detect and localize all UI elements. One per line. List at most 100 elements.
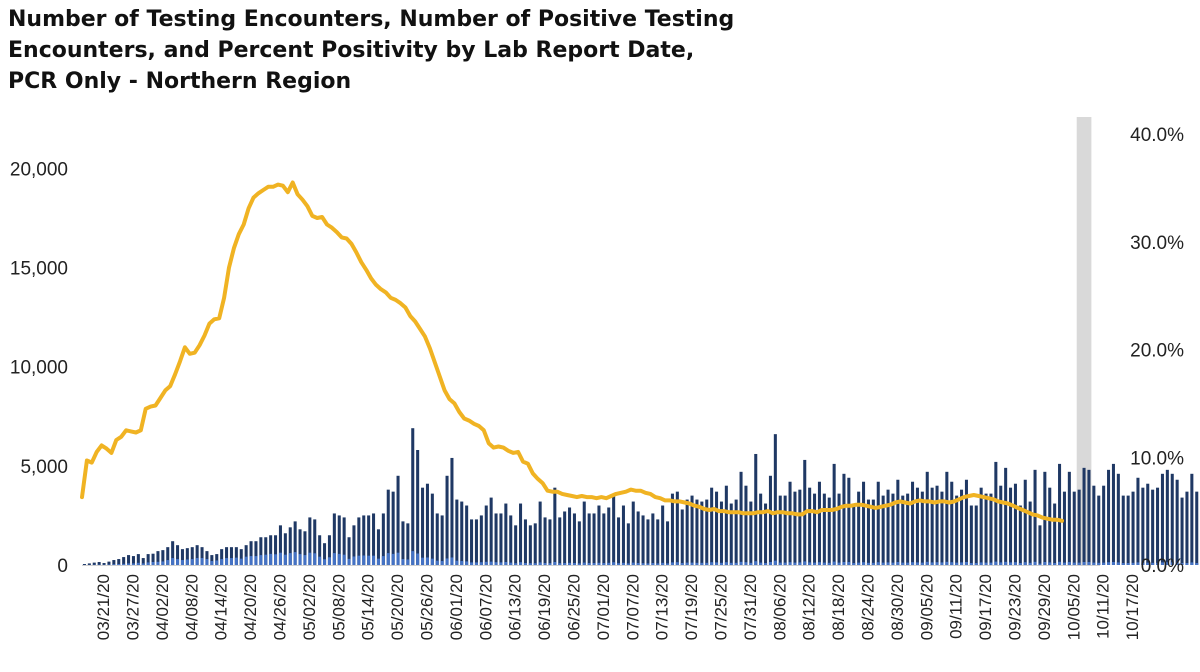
total-bar (1018, 505, 1022, 565)
positive-bar (264, 554, 268, 565)
positive-bar (675, 562, 679, 565)
positive-bar (401, 559, 405, 565)
positive-bar (543, 563, 547, 565)
positive-bar (621, 562, 625, 565)
total-bar (950, 481, 954, 565)
total-bar (626, 523, 630, 565)
positive-bar (229, 558, 233, 565)
total-bar (670, 493, 674, 565)
positive-bar (994, 561, 998, 565)
positive-bar (764, 563, 768, 565)
x-axis-tick-label: 07/07/20 (623, 574, 642, 640)
total-bar (685, 499, 689, 565)
positive-bar (1111, 562, 1115, 565)
right-axis-tick-label: 0.0% (1141, 556, 1184, 577)
positive-bar (127, 563, 131, 565)
left-axis-tick-label: 5,000 (20, 457, 68, 478)
positive-bar (680, 563, 684, 565)
positive-bar (607, 562, 611, 565)
total-bar (1121, 495, 1125, 565)
positive-bar (1053, 563, 1057, 565)
total-bar (102, 563, 106, 565)
total-bar (171, 541, 175, 565)
total-bar (641, 515, 645, 565)
positive-bar (1072, 562, 1076, 565)
total-bar (205, 551, 209, 565)
positive-bar (1028, 562, 1032, 565)
total-bar (656, 519, 660, 565)
total-bar (1062, 491, 1066, 565)
positive-bar (803, 561, 807, 565)
positive-bar (935, 562, 939, 565)
total-bar (915, 487, 919, 565)
total-bar (871, 499, 875, 565)
positive-bar (117, 564, 121, 565)
total-bar (572, 513, 576, 565)
positive-bar (131, 563, 135, 565)
positive-bar (1097, 562, 1101, 565)
positive-bar (396, 552, 400, 565)
positive-bar (391, 553, 395, 565)
positive-bar (813, 562, 817, 565)
positive-bar (563, 563, 567, 565)
total-bar (92, 562, 96, 565)
total-bar (690, 495, 694, 565)
positive-bar (381, 556, 385, 565)
total-bar (999, 485, 1003, 565)
total-bar (994, 461, 998, 565)
x-axis-tick-label: 08/18/20 (829, 574, 848, 640)
total-bar (239, 549, 243, 565)
total-bar (406, 523, 410, 565)
positive-bar (822, 562, 826, 565)
x-axis-tick-label: 09/29/20 (1035, 574, 1054, 640)
positive-bar (249, 556, 253, 565)
positive-bar (734, 562, 738, 565)
positive-bar (1156, 562, 1160, 565)
total-bar (866, 499, 870, 565)
positive-bar (984, 562, 988, 565)
positive-bar (577, 563, 581, 565)
positive-bar (656, 563, 660, 565)
total-bar (514, 525, 518, 565)
total-bar (680, 509, 684, 565)
total-bar (661, 505, 665, 565)
positive-bar (582, 562, 586, 565)
total-bar (1190, 473, 1194, 565)
total-bar (543, 517, 547, 565)
positive-bar (440, 561, 444, 565)
positive-bar (425, 557, 429, 565)
total-bar (827, 497, 831, 565)
total-bar (112, 560, 116, 565)
total-bar (798, 489, 802, 565)
positive-bar (592, 563, 596, 565)
total-bar (636, 511, 640, 565)
positive-bar (798, 562, 802, 565)
x-axis-tick-label: 08/12/20 (800, 574, 819, 640)
positive-bar (729, 562, 733, 565)
positive-bar (372, 555, 376, 565)
positive-bar (494, 562, 498, 565)
total-bar (1195, 491, 1199, 565)
positive-bar (342, 554, 346, 565)
positive-bar (347, 558, 351, 565)
positive-bar (945, 561, 949, 565)
total-bar (906, 493, 910, 565)
total-bar (117, 559, 121, 565)
percent-positivity-line (80, 180, 1064, 523)
total-bar (347, 537, 351, 565)
total-bar (122, 557, 126, 565)
total-bar (1151, 489, 1155, 565)
total-bar (911, 481, 915, 565)
positive-bar (406, 559, 410, 565)
positive-bar (891, 562, 895, 565)
x-axis-tick-label: 04/20/20 (241, 574, 260, 640)
total-bar (195, 545, 199, 565)
positive-bar (837, 562, 841, 565)
positive-bar (626, 563, 630, 565)
positive-bar (156, 561, 160, 565)
positive-bar (519, 562, 523, 565)
positive-bar (852, 563, 856, 565)
positive-bar (666, 563, 670, 565)
x-axis-tick-label: 06/19/20 (535, 574, 554, 640)
total-bar (288, 527, 292, 565)
